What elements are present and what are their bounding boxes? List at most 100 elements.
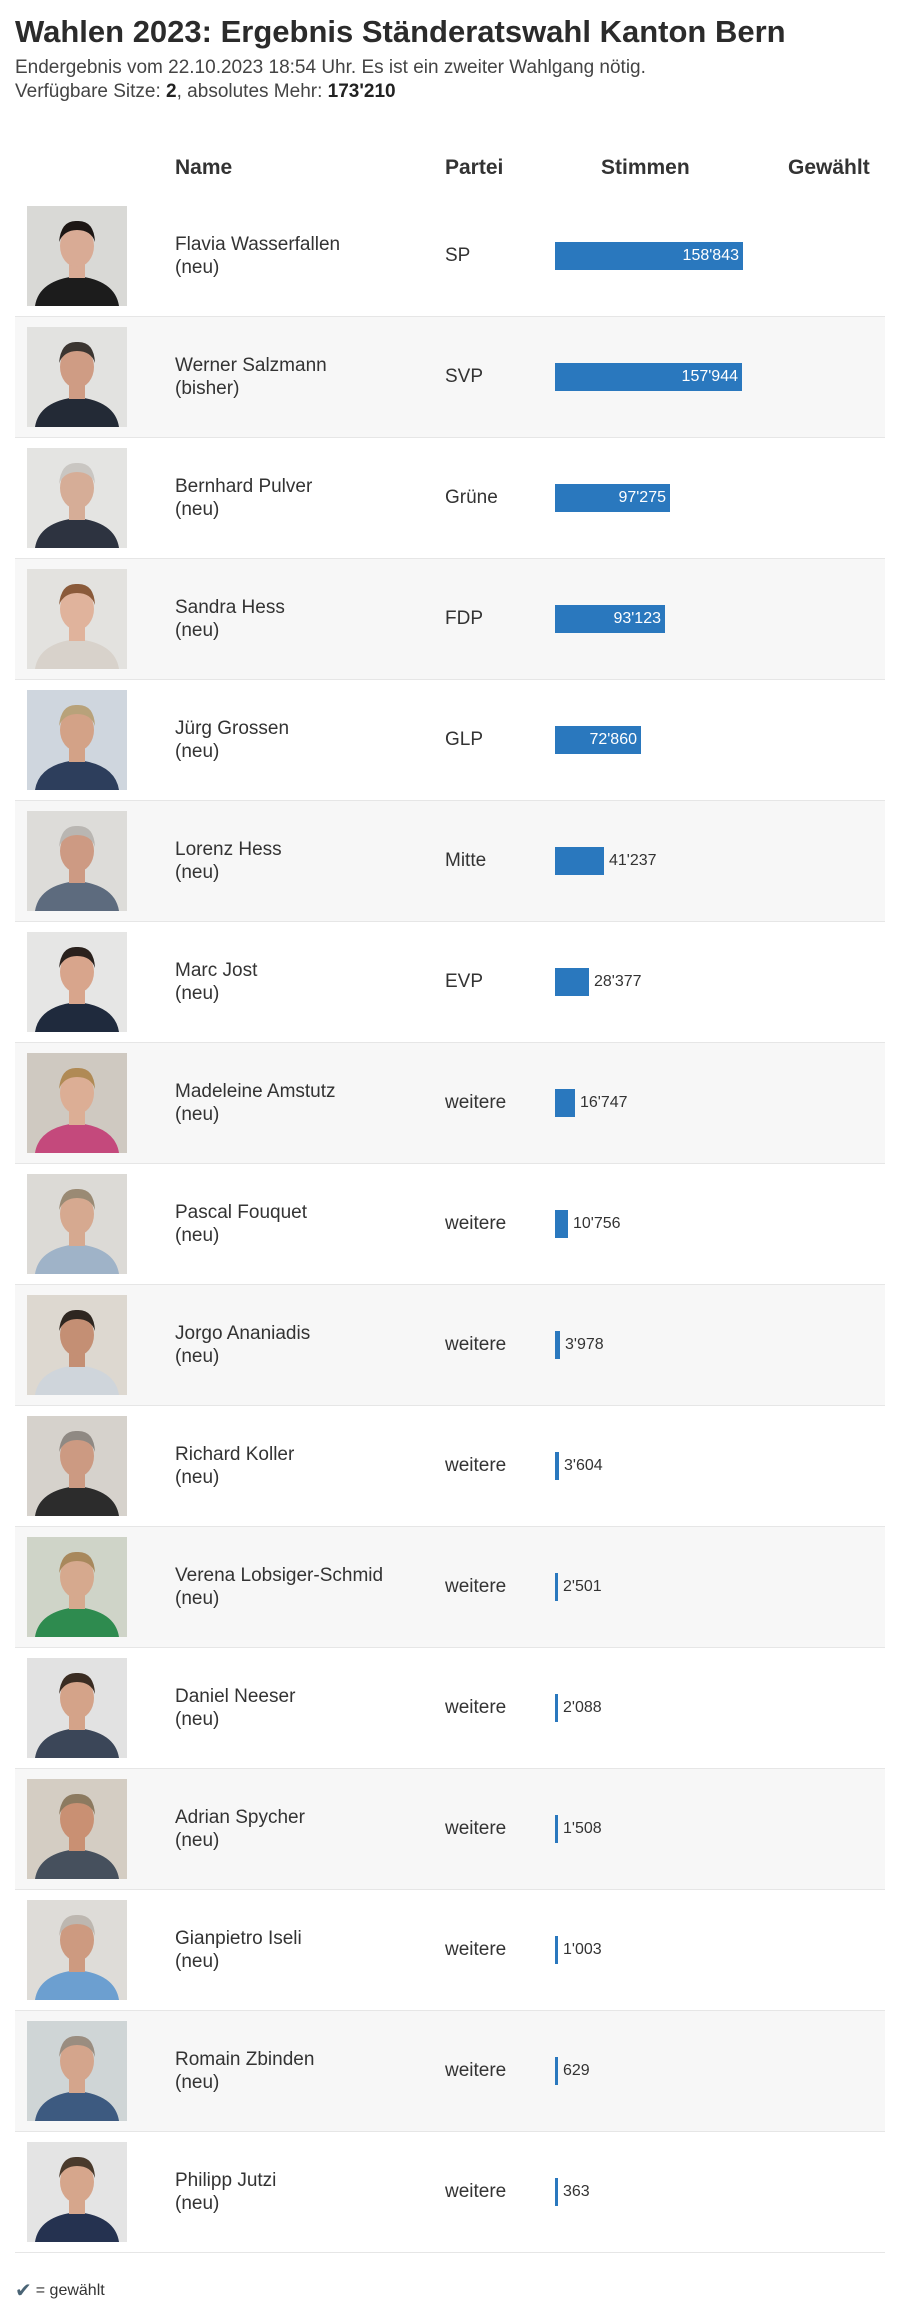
candidate-name: Bernhard Pulver: [175, 476, 313, 497]
candidate-name: Verena Lobsiger-Schmid: [175, 1565, 384, 1586]
candidate-name-cell: Jorgo Ananiadis (neu): [175, 1285, 415, 1405]
candidate-party: Mitte: [445, 850, 487, 871]
column-header-name: Name: [175, 156, 233, 179]
votes-cell: 629: [555, 2011, 795, 2131]
candidate-name: Gianpietro Iseli: [175, 1928, 302, 1949]
table-row: Philipp Jutzi (neu) weitere 363: [15, 2132, 885, 2253]
candidate-status: (neu): [175, 620, 220, 641]
candidate-name-cell: Madeleine Amstutz (neu): [175, 1043, 415, 1163]
candidate-name: Flavia Wasserfallen: [175, 234, 341, 255]
candidate-status: (neu): [175, 1830, 220, 1851]
candidate-photo: [27, 448, 127, 548]
legend: ✔ = gewählt: [15, 2281, 105, 2301]
candidate-status: (neu): [175, 862, 220, 883]
table-row: Pascal Fouquet (neu) weitere 10'756: [15, 1164, 885, 1285]
vote-count-label: 28'377: [594, 973, 642, 990]
candidate-photo: [27, 1900, 127, 2000]
vote-bar: [555, 1210, 568, 1238]
vote-bar: [555, 1936, 558, 1964]
candidate-name: Marc Jost: [175, 960, 258, 981]
vote-bar: [555, 726, 641, 754]
candidate-party: weitere: [445, 1455, 507, 1476]
candidate-status: (bisher): [175, 378, 240, 399]
portrait-icon: [27, 206, 127, 306]
table-row: Sandra Hess (neu) FDP 93'123: [15, 559, 885, 680]
vote-bar: [555, 2178, 558, 2206]
candidate-name-cell: Verena Lobsiger-Schmid (neu): [175, 1527, 415, 1647]
candidate-name: Philipp Jutzi: [175, 2170, 277, 2191]
page-header: Wahlen 2023: Ergebnis Ständeratswahl Kan…: [15, 12, 885, 104]
seats-label: Verfügbare Sitze:: [15, 81, 167, 102]
vote-bar: [555, 2057, 558, 2085]
checkmark-icon: ✔: [15, 2280, 32, 2302]
candidate-photo: [27, 1295, 127, 1395]
majority-value: 173'210: [327, 81, 396, 102]
candidate-party: weitere: [445, 1697, 507, 1718]
candidate-party: weitere: [445, 2181, 507, 2202]
column-header-votes: Stimmen: [601, 156, 690, 179]
table-row: Romain Zbinden (neu) weitere 629: [15, 2011, 885, 2132]
table-row: Flavia Wasserfallen (neu) SP 158'843: [15, 196, 885, 317]
votes-cell: 93'123: [555, 559, 795, 679]
votes-cell: 158'843: [555, 196, 795, 316]
portrait-icon: [27, 690, 127, 790]
table-row: Werner Salzmann (bisher) SVP 157'944: [15, 317, 885, 438]
portrait-icon: [27, 1658, 127, 1758]
votes-cell: 41'237: [555, 801, 795, 921]
candidate-photo: [27, 932, 127, 1032]
portrait-icon: [27, 448, 127, 548]
candidate-name-cell: Adrian Spycher (neu): [175, 1769, 415, 1889]
candidate-photo: [27, 1779, 127, 1879]
table-row: Jürg Grossen (neu) GLP 72'860: [15, 680, 885, 801]
candidate-status: (neu): [175, 1104, 220, 1125]
vote-bar: [555, 1089, 575, 1117]
portrait-icon: [27, 1053, 127, 1153]
candidate-status: (neu): [175, 1709, 220, 1730]
candidate-name-cell: Lorenz Hess (neu): [175, 801, 415, 921]
vote-bar: [555, 363, 742, 391]
candidate-party: weitere: [445, 1576, 507, 1597]
vote-count-label: 72'860: [589, 731, 637, 748]
table-row: Adrian Spycher (neu) weitere 1'508: [15, 1769, 885, 1890]
candidate-name: Pascal Fouquet: [175, 1202, 308, 1223]
candidate-name: Werner Salzmann: [175, 355, 327, 376]
votes-cell: 363: [555, 2132, 795, 2252]
candidate-party: weitere: [445, 1092, 507, 1113]
page-title: Wahlen 2023: Ergebnis Ständeratswahl Kan…: [15, 14, 786, 49]
candidate-status: (neu): [175, 2072, 220, 2093]
vote-bar: [555, 968, 589, 996]
candidate-party: weitere: [445, 1818, 507, 1839]
portrait-icon: [27, 569, 127, 669]
candidate-status: (neu): [175, 499, 220, 520]
candidate-party: weitere: [445, 1334, 507, 1355]
candidate-photo: [27, 569, 127, 669]
vote-count-label: 158'843: [682, 247, 739, 264]
vote-count-label: 1'508: [563, 1820, 602, 1837]
table-row: Gianpietro Iseli (neu) weitere 1'003: [15, 1890, 885, 2011]
candidate-name-cell: Philipp Jutzi (neu): [175, 2132, 415, 2252]
votes-cell: 16'747: [555, 1043, 795, 1163]
vote-count-label: 97'275: [618, 489, 666, 506]
candidate-status: (neu): [175, 1951, 220, 1972]
portrait-icon: [27, 811, 127, 911]
candidate-photo: [27, 327, 127, 427]
table-row: Bernhard Pulver (neu) Grüne 97'275: [15, 438, 885, 559]
portrait-icon: [27, 1779, 127, 1879]
table-row: Richard Koller (neu) weitere 3'604: [15, 1406, 885, 1527]
candidate-name-cell: Bernhard Pulver (neu): [175, 438, 415, 558]
candidate-name-cell: Daniel Neeser (neu): [175, 1648, 415, 1768]
vote-count-label: 41'237: [609, 852, 657, 869]
votes-cell: 1'003: [555, 1890, 795, 2010]
candidate-name-cell: Werner Salzmann (bisher): [175, 317, 415, 437]
candidate-name: Sandra Hess: [175, 597, 285, 618]
page-subtitle: Endergebnis vom 22.10.2023 18:54 Uhr. Es…: [15, 56, 885, 104]
candidate-status: (neu): [175, 2193, 220, 2214]
votes-cell: 10'756: [555, 1164, 795, 1284]
column-header-party: Partei: [445, 156, 504, 179]
vote-count-label: 629: [563, 2062, 590, 2079]
candidate-party: SVP: [445, 366, 484, 387]
candidate-name: Adrian Spycher: [175, 1807, 305, 1828]
candidate-name: Madeleine Amstutz: [175, 1081, 336, 1102]
majority-label: , absolutes Mehr:: [176, 81, 328, 102]
column-header-elected: Gewählt: [788, 156, 870, 179]
